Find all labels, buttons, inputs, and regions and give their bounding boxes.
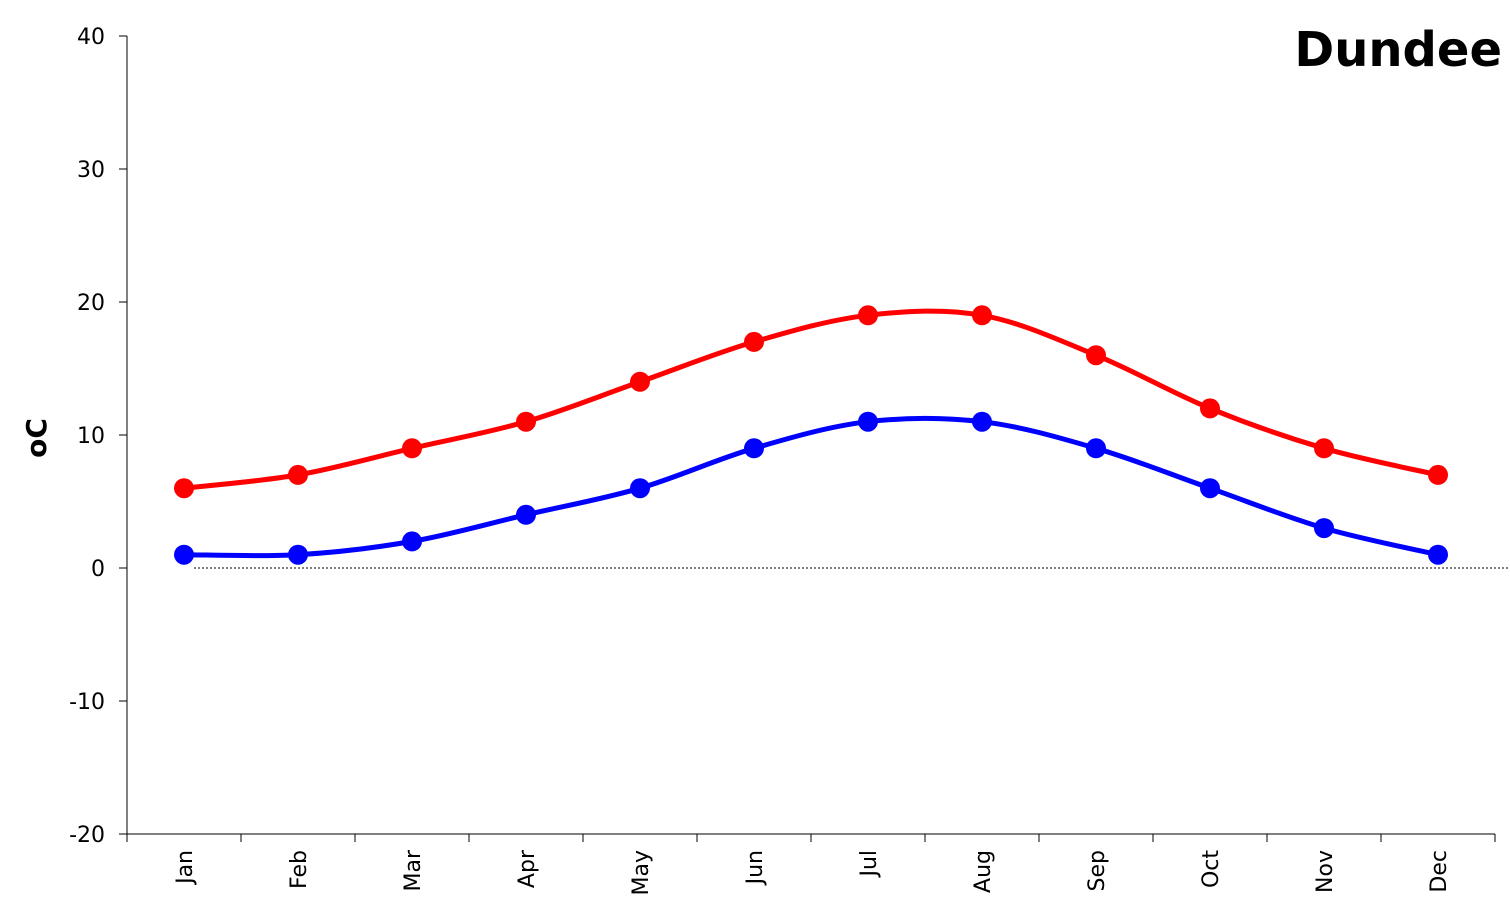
data-point bbox=[288, 544, 308, 565]
data-point bbox=[1314, 438, 1334, 459]
x-category-label: Jun bbox=[743, 850, 768, 886]
x-category-label: Nov bbox=[1313, 850, 1338, 893]
data-point bbox=[1086, 345, 1106, 366]
x-category-label: Mar bbox=[401, 849, 426, 891]
data-point bbox=[402, 438, 422, 459]
data-point bbox=[1428, 544, 1448, 565]
y-tick-label: 0 bbox=[91, 557, 105, 582]
data-point bbox=[174, 478, 194, 499]
data-point bbox=[1428, 464, 1448, 485]
y-tick-label: 20 bbox=[77, 291, 105, 316]
data-point bbox=[630, 478, 650, 499]
series-group bbox=[174, 305, 1448, 565]
chart-title: Dundee bbox=[1294, 22, 1502, 78]
data-point bbox=[516, 411, 536, 432]
series-0 bbox=[174, 305, 1448, 499]
data-point bbox=[630, 371, 650, 392]
x-category-label: Apr bbox=[515, 849, 540, 888]
x-category-label: Jan bbox=[173, 850, 198, 886]
data-point bbox=[972, 411, 992, 432]
y-tick-label: -10 bbox=[69, 690, 105, 715]
data-point bbox=[516, 504, 536, 525]
data-point bbox=[744, 331, 764, 352]
series-line bbox=[183, 415, 1439, 559]
series-line bbox=[183, 308, 1439, 491]
axes: 40 30 20 10 0 -10 -20 Jan Feb Mar Apr May Jun Jul Aug S… bbox=[69, 25, 1510, 895]
y-axis-label: oC bbox=[20, 418, 53, 458]
x-category-label: Aug bbox=[971, 850, 996, 893]
data-point bbox=[402, 531, 422, 552]
x-category-label: Dec bbox=[1427, 850, 1452, 893]
y-tick-label: 10 bbox=[77, 424, 105, 449]
data-point bbox=[858, 411, 878, 432]
y-tick-label: 30 bbox=[77, 158, 105, 183]
data-point bbox=[1200, 478, 1220, 499]
data-point bbox=[858, 305, 878, 326]
data-point bbox=[1314, 518, 1334, 539]
data-point bbox=[744, 438, 764, 459]
y-tick-label: -20 bbox=[69, 823, 105, 848]
x-category-label: Feb bbox=[287, 850, 312, 889]
y-tick-label: 40 bbox=[77, 25, 105, 50]
series-1 bbox=[174, 411, 1448, 565]
data-point bbox=[1086, 438, 1106, 459]
data-point bbox=[1200, 398, 1220, 419]
x-category-label: Jul bbox=[857, 850, 882, 879]
x-category-label: Oct bbox=[1199, 850, 1224, 888]
data-point bbox=[288, 464, 308, 485]
data-point bbox=[972, 305, 992, 326]
x-category-label: Sep bbox=[1085, 850, 1110, 891]
data-point bbox=[174, 544, 194, 565]
x-category-label: May bbox=[629, 850, 654, 895]
